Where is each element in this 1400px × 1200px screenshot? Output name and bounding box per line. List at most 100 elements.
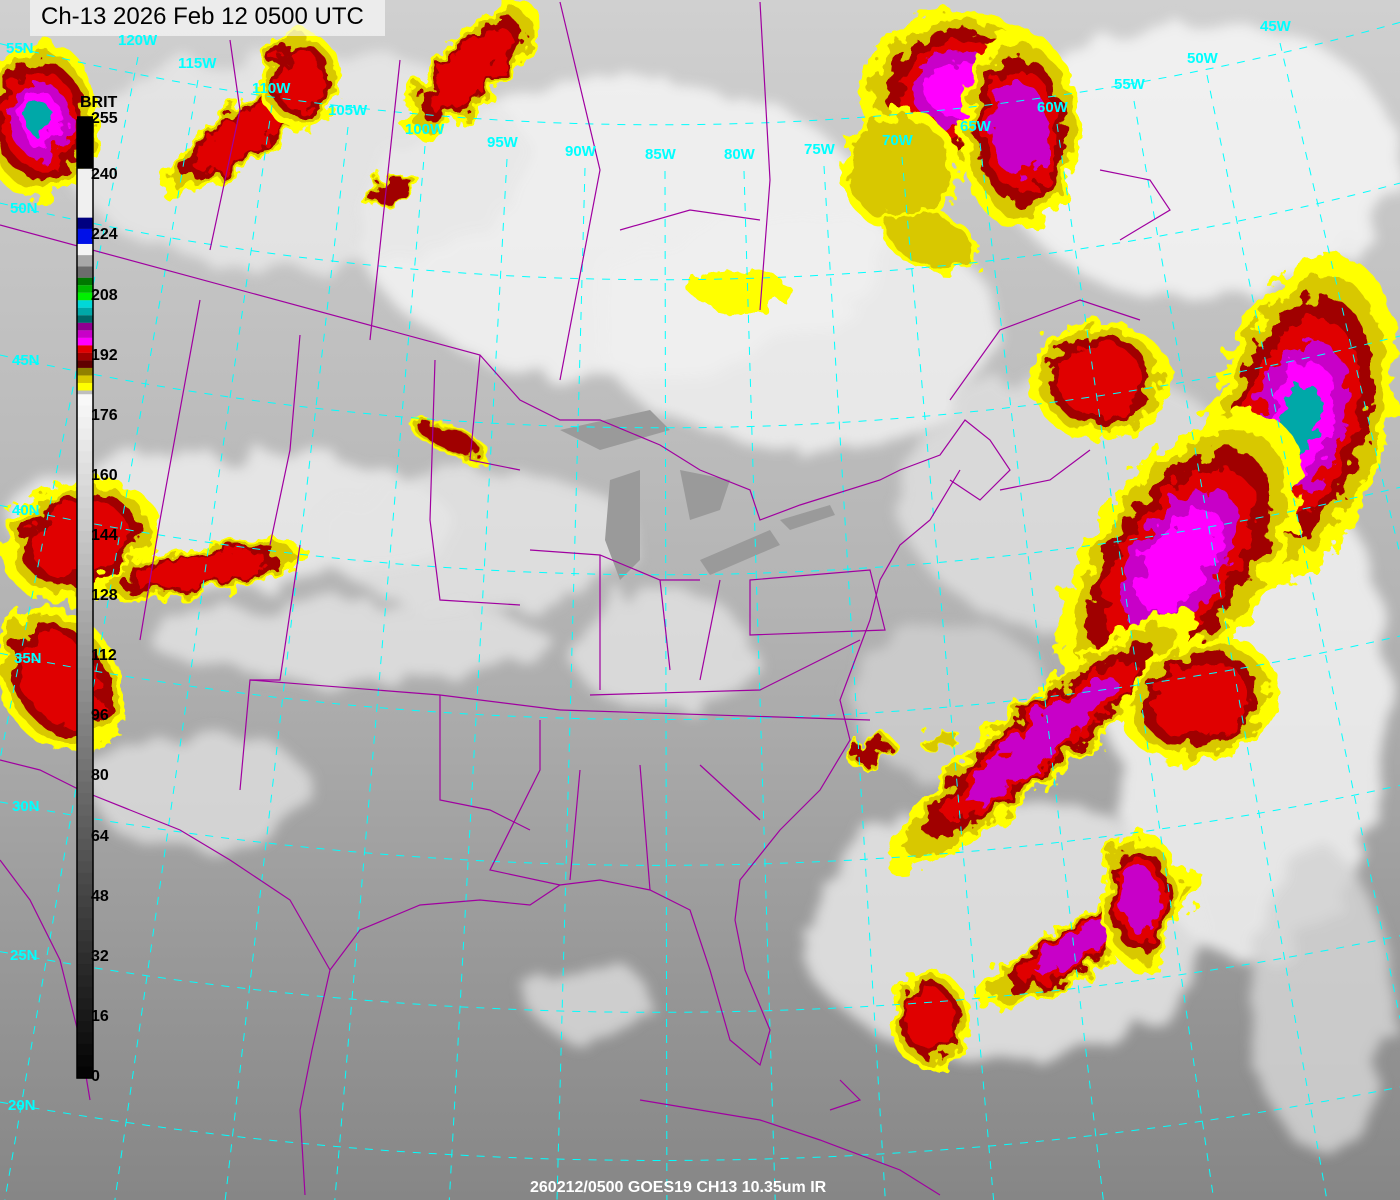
longitude-label: 115W (178, 55, 217, 72)
latitude-label: 45N (12, 352, 40, 369)
colorbar-segment (77, 255, 93, 267)
parallel-line (0, 1086, 1400, 1161)
meridian-line (1206, 74, 1400, 1019)
boundary-line (209, 39, 241, 251)
meridian-line (224, 126, 349, 1200)
colorbar-gray-step (77, 610, 93, 623)
parallel-line (0, 182, 1400, 281)
convective-cloud (401, 1, 539, 139)
convective-cloud (960, 30, 1080, 230)
colorbar-gray-step (77, 1032, 93, 1045)
boundary-line (949, 299, 1141, 401)
colorbar-gray-step (77, 872, 93, 885)
cloud-area (1000, 20, 1400, 300)
boundary-line (269, 334, 301, 546)
longitude-label: 100W (405, 121, 445, 138)
boundary-line (439, 695, 531, 831)
colorbar-segment (77, 277, 93, 286)
meridian-line (1056, 123, 1215, 1200)
meridian-line (1279, 42, 1400, 555)
colorbar-tick-label: 192 (91, 346, 118, 364)
colorbar-gray-step (77, 713, 93, 726)
boundary-line (489, 720, 561, 886)
colorbar-gray-step (77, 907, 93, 920)
colorbar-gray-step (77, 918, 93, 931)
colorbar-gray-step (77, 701, 93, 714)
boundary-line (699, 764, 761, 821)
boundary-line (659, 579, 671, 671)
colorbar-gray-step (77, 884, 93, 897)
colorbar-tick-label: 112 (91, 647, 117, 665)
colorbar (76, 116, 94, 1079)
colorbar-segment (77, 360, 93, 368)
meridian-line (1133, 100, 1328, 1200)
colorbar-gray-step (77, 838, 93, 851)
colorbar-segment (77, 266, 93, 278)
meridian-line (664, 170, 668, 1200)
colorbar-gray-step (77, 975, 93, 988)
colorbar-gray-step (77, 861, 93, 874)
colorbar-gray-step (77, 941, 93, 954)
latitude-label: 35N (14, 650, 42, 667)
convective-cloud (884, 607, 1196, 873)
image-title: Ch-13 2026 Feb 12 0500 UTC (41, 3, 364, 30)
colorbar-gray-step (77, 758, 93, 771)
convective-cloud (1030, 320, 1170, 440)
colorbar-gray-step (77, 587, 93, 600)
colorbar-segment (77, 382, 93, 391)
boundary-line (529, 549, 700, 581)
cloud-area (90, 730, 310, 850)
colorbar-gray-step (77, 622, 93, 635)
meridian-line (448, 158, 508, 1200)
colorbar-tick-label: 128 (91, 587, 118, 605)
colorbar-gray-step (77, 405, 93, 418)
boundary-line (139, 299, 201, 641)
meridian-line (4, 79, 199, 1200)
colorbar-gray-step (77, 553, 93, 566)
boundary-line (299, 469, 961, 1196)
colorbar-gray-step (77, 599, 93, 612)
colorbar-gray-step (77, 964, 93, 977)
colorbar-gray-step (77, 644, 93, 657)
boundary-line (639, 764, 651, 891)
colorbar-gray-step (77, 1043, 93, 1056)
colorbar-segment (77, 243, 93, 256)
boundary-line (0, 224, 1011, 521)
cloud-area (600, 210, 1000, 450)
boundary-line (559, 709, 871, 721)
colorbar-gray-step (77, 394, 93, 407)
colorbar-gray-step (77, 519, 93, 532)
colorbar-gray-step (77, 690, 93, 703)
meridian-line (556, 167, 586, 1200)
convective-cloud (1100, 830, 1180, 970)
colorbar-tick-label: 0 (91, 1068, 100, 1085)
colorbar-gray-step (77, 485, 93, 498)
colorbar-tick-label: 240 (91, 166, 118, 184)
convective-cloud (362, 170, 418, 210)
colorbar-gray-step (77, 747, 93, 760)
parallel-line (0, 335, 1400, 429)
colorbar-tick-label: 144 (91, 527, 118, 544)
colorbar-gray-step (77, 850, 93, 863)
colorbar-gray-step (77, 565, 93, 578)
longitude-label: 120W (118, 32, 158, 49)
colorbar-gray-step (77, 781, 93, 794)
colorbar-tick-label: 80 (91, 767, 109, 785)
colorbar-gray-step (77, 1066, 93, 1079)
colorbar-gray-step (77, 793, 93, 806)
boundary-line (569, 769, 581, 881)
cloud-area (150, 600, 550, 680)
longitude-label: 70W (882, 132, 913, 149)
lake (700, 530, 780, 575)
longitude-label: 85W (645, 146, 676, 163)
colorbar-tick-label: 48 (91, 887, 109, 905)
colorbar-segment (77, 292, 93, 301)
colorbar-segment (77, 375, 93, 383)
meridian-line (823, 165, 886, 1200)
cloud-area (1250, 850, 1390, 1150)
title-box (30, 0, 385, 36)
cloud-area (320, 470, 640, 610)
lake (780, 505, 835, 530)
colorbar-gray-step (77, 656, 93, 669)
